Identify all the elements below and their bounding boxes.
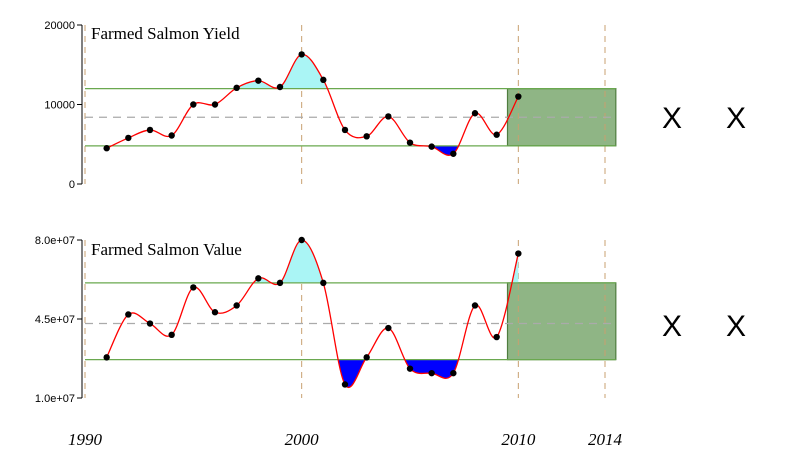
below-band-fill xyxy=(106,359,519,388)
data-point xyxy=(320,279,327,287)
data-point xyxy=(471,110,479,117)
data-point xyxy=(428,143,435,150)
data-point xyxy=(255,275,262,282)
yield-panel: 0 10000 20000 Farmed Salmon Yield X X xyxy=(44,20,746,191)
value-panel: 1.0e+07 4.5e+07 8.0e+07 Farmed Salmon Value… xyxy=(35,235,746,405)
data-point xyxy=(211,309,219,316)
year-label: 1990 xyxy=(68,430,103,449)
data-point xyxy=(211,101,219,108)
data-point xyxy=(146,320,154,327)
data-point xyxy=(276,83,284,91)
data-point xyxy=(168,331,175,338)
data-point xyxy=(471,302,479,309)
data-point xyxy=(276,279,284,287)
data-point xyxy=(341,126,349,134)
data-point xyxy=(385,324,392,332)
data-point xyxy=(450,369,457,377)
data-point xyxy=(298,236,305,244)
data-point xyxy=(190,101,197,108)
year-label: 2014 xyxy=(588,430,623,449)
data-point xyxy=(125,311,132,318)
y-tick-label: 10000 xyxy=(44,100,75,112)
data-point xyxy=(385,113,392,120)
data-point xyxy=(406,139,414,146)
data-point xyxy=(168,132,175,139)
above-band-fill xyxy=(235,54,328,89)
y-tick-label: 8.0e+07 xyxy=(35,235,75,247)
forecast-region xyxy=(506,282,617,361)
data-point xyxy=(515,93,522,100)
data-point xyxy=(493,131,500,138)
data-point xyxy=(493,333,500,341)
data-point xyxy=(233,84,240,92)
data-point xyxy=(298,51,305,58)
x-marker: X xyxy=(726,102,746,135)
data-point xyxy=(190,284,197,291)
year-axis: 1990 2000 2010 2014 xyxy=(68,430,623,449)
data-point xyxy=(255,77,262,84)
y-tick-label: 0 xyxy=(69,179,75,191)
data-point xyxy=(341,381,349,388)
data-point xyxy=(515,250,522,257)
data-point xyxy=(103,354,110,361)
x-marker: X xyxy=(726,310,746,343)
y-tick-label: 20000 xyxy=(44,20,75,32)
x-marker: X xyxy=(662,102,682,135)
data-point xyxy=(428,369,435,377)
data-point xyxy=(363,133,370,140)
year-label: 2000 xyxy=(285,430,320,449)
year-label: 2010 xyxy=(501,430,536,449)
data-point xyxy=(320,76,327,84)
y-tick-label: 1.0e+07 xyxy=(35,393,75,405)
data-point xyxy=(406,365,414,372)
data-point xyxy=(146,126,154,134)
data-point xyxy=(363,354,370,361)
panel-title: Farmed Salmon Value xyxy=(91,240,242,259)
x-marker: X xyxy=(662,310,682,343)
data-point xyxy=(103,145,110,152)
data-point xyxy=(233,302,240,309)
y-tick-label: 4.5e+07 xyxy=(35,314,75,326)
data-point xyxy=(125,134,132,142)
data-point xyxy=(450,150,457,157)
panel-title: Farmed Salmon Yield xyxy=(91,24,240,43)
